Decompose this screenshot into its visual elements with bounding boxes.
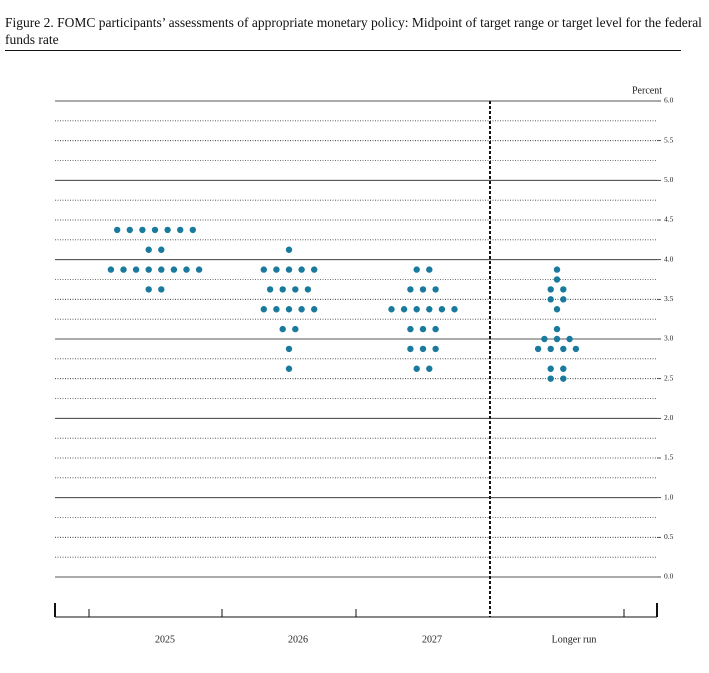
dot [560, 375, 567, 382]
dot [547, 375, 554, 382]
dot [151, 226, 159, 234]
dot [145, 286, 152, 293]
dot [298, 306, 305, 313]
dot [285, 306, 293, 313]
dot [164, 226, 171, 234]
dot [553, 325, 561, 333]
dot [572, 345, 580, 353]
dot [285, 345, 293, 353]
dot [566, 335, 573, 343]
dot [547, 286, 554, 293]
title-rule [5, 50, 681, 51]
dot [560, 286, 567, 293]
dot [426, 266, 433, 273]
dot [279, 325, 286, 333]
dot [553, 276, 561, 283]
dot [292, 325, 299, 333]
dot [388, 306, 395, 313]
y-tick-label: 4.0 [664, 254, 674, 263]
dot [285, 365, 293, 372]
x-tick-label: 2027 [422, 634, 442, 645]
dot [183, 266, 190, 273]
dot [560, 296, 567, 303]
dot [126, 226, 133, 234]
dot [438, 306, 446, 313]
dot [107, 266, 115, 273]
dot [419, 345, 427, 353]
dot [158, 286, 165, 293]
dot [195, 266, 203, 273]
y-tick-label: 5.0 [664, 175, 674, 184]
dot [158, 246, 165, 253]
dot [145, 266, 152, 273]
dot [120, 266, 127, 273]
dot [311, 306, 318, 313]
dot [273, 266, 280, 273]
dot [407, 345, 414, 353]
y-tick-label: 3.5 [664, 294, 674, 303]
dot [432, 345, 439, 353]
dot [451, 306, 458, 313]
x-tick-label: 2025 [155, 634, 175, 645]
y-tick-label: 4.5 [664, 215, 674, 224]
y-tick-label: 1.0 [664, 492, 674, 501]
y-tick-label: 2.5 [664, 373, 674, 382]
dot [432, 286, 439, 293]
y-tick-label: 5.5 [664, 135, 674, 144]
dot [266, 286, 274, 293]
dot [547, 296, 554, 303]
x-tick-label: Longer run [552, 634, 597, 645]
dot [260, 306, 267, 313]
dot [298, 266, 305, 273]
dot [426, 365, 433, 372]
dot [553, 306, 561, 313]
y-tick-label: 3.0 [664, 334, 674, 343]
y-axis-label: Percent [632, 85, 662, 96]
dot [189, 226, 196, 234]
dot [285, 246, 293, 253]
dot [560, 365, 567, 372]
dot [413, 266, 420, 273]
dot [413, 306, 420, 313]
dot [553, 335, 561, 343]
dot [547, 345, 554, 353]
dot [260, 266, 267, 273]
dot [132, 266, 140, 273]
dot [400, 306, 408, 313]
dot [273, 306, 280, 313]
dot [553, 266, 561, 273]
dot [145, 246, 152, 253]
dot [432, 325, 439, 333]
dot [413, 365, 420, 372]
dot [419, 286, 427, 293]
chart-title: Figure 2. FOMC participants’ assessments… [5, 15, 702, 47]
dot [279, 286, 286, 293]
dot [541, 335, 548, 343]
dot [158, 266, 165, 273]
dot [304, 286, 312, 293]
dot [426, 306, 433, 313]
y-tick-label: 1.5 [664, 453, 674, 462]
dot [407, 286, 414, 293]
dot [285, 266, 293, 273]
dot [170, 266, 178, 273]
dot [534, 345, 542, 353]
y-tick-label: 0.5 [664, 532, 674, 541]
y-tick-label: 0.0 [664, 572, 674, 581]
dot [547, 365, 554, 372]
x-tick-label: 2026 [288, 634, 308, 645]
dot [292, 286, 299, 293]
dot [560, 345, 567, 353]
dot [114, 226, 121, 234]
y-tick-label: 6.0 [664, 96, 674, 105]
dot [139, 226, 146, 234]
dot [311, 266, 318, 273]
dot [419, 325, 427, 333]
dot [177, 226, 184, 234]
y-tick-label: 2.0 [664, 413, 674, 422]
dot [407, 325, 414, 333]
